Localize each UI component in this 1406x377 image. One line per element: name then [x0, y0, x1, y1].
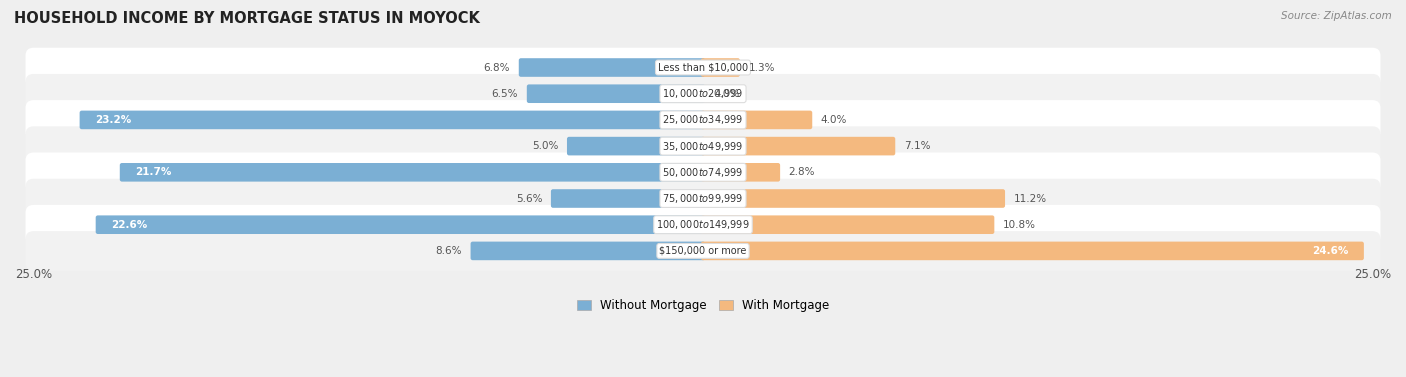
Text: 24.6%: 24.6%	[1312, 246, 1348, 256]
FancyBboxPatch shape	[25, 126, 1381, 166]
Text: $100,000 to $149,999: $100,000 to $149,999	[657, 218, 749, 231]
Text: Less than $10,000: Less than $10,000	[658, 63, 748, 72]
Text: 2.8%: 2.8%	[789, 167, 815, 177]
Text: 22.6%: 22.6%	[111, 220, 148, 230]
Text: 4.0%: 4.0%	[821, 115, 848, 125]
FancyBboxPatch shape	[700, 189, 1005, 208]
Text: $75,000 to $99,999: $75,000 to $99,999	[662, 192, 744, 205]
FancyBboxPatch shape	[700, 242, 1364, 260]
FancyBboxPatch shape	[25, 48, 1381, 87]
FancyBboxPatch shape	[25, 231, 1381, 271]
FancyBboxPatch shape	[120, 163, 706, 182]
Text: 1.3%: 1.3%	[748, 63, 775, 72]
FancyBboxPatch shape	[700, 215, 994, 234]
Legend: Without Mortgage, With Mortgage: Without Mortgage, With Mortgage	[572, 294, 834, 317]
Text: $50,000 to $74,999: $50,000 to $74,999	[662, 166, 744, 179]
FancyBboxPatch shape	[25, 100, 1381, 140]
Text: $35,000 to $49,999: $35,000 to $49,999	[662, 139, 744, 153]
FancyBboxPatch shape	[25, 74, 1381, 113]
Text: 0.0%: 0.0%	[714, 89, 740, 99]
FancyBboxPatch shape	[25, 153, 1381, 192]
FancyBboxPatch shape	[519, 58, 706, 77]
FancyBboxPatch shape	[80, 110, 706, 129]
FancyBboxPatch shape	[700, 58, 740, 77]
Text: 5.6%: 5.6%	[516, 193, 543, 204]
Text: 23.2%: 23.2%	[96, 115, 131, 125]
Text: 21.7%: 21.7%	[135, 167, 172, 177]
Text: Source: ZipAtlas.com: Source: ZipAtlas.com	[1281, 11, 1392, 21]
FancyBboxPatch shape	[471, 242, 706, 260]
FancyBboxPatch shape	[700, 137, 896, 155]
FancyBboxPatch shape	[700, 110, 813, 129]
FancyBboxPatch shape	[25, 179, 1381, 218]
Text: $10,000 to $24,999: $10,000 to $24,999	[662, 87, 744, 100]
FancyBboxPatch shape	[551, 189, 706, 208]
FancyBboxPatch shape	[567, 137, 706, 155]
Text: 5.0%: 5.0%	[531, 141, 558, 151]
Text: 10.8%: 10.8%	[1002, 220, 1036, 230]
Text: 8.6%: 8.6%	[436, 246, 463, 256]
Text: 11.2%: 11.2%	[1014, 193, 1046, 204]
FancyBboxPatch shape	[96, 215, 706, 234]
Text: 6.8%: 6.8%	[484, 63, 510, 72]
Text: $25,000 to $34,999: $25,000 to $34,999	[662, 113, 744, 126]
FancyBboxPatch shape	[527, 84, 706, 103]
Text: HOUSEHOLD INCOME BY MORTGAGE STATUS IN MOYOCK: HOUSEHOLD INCOME BY MORTGAGE STATUS IN M…	[14, 11, 479, 26]
Text: 7.1%: 7.1%	[904, 141, 931, 151]
Text: $150,000 or more: $150,000 or more	[659, 246, 747, 256]
Text: 6.5%: 6.5%	[492, 89, 519, 99]
FancyBboxPatch shape	[700, 163, 780, 182]
FancyBboxPatch shape	[25, 205, 1381, 244]
